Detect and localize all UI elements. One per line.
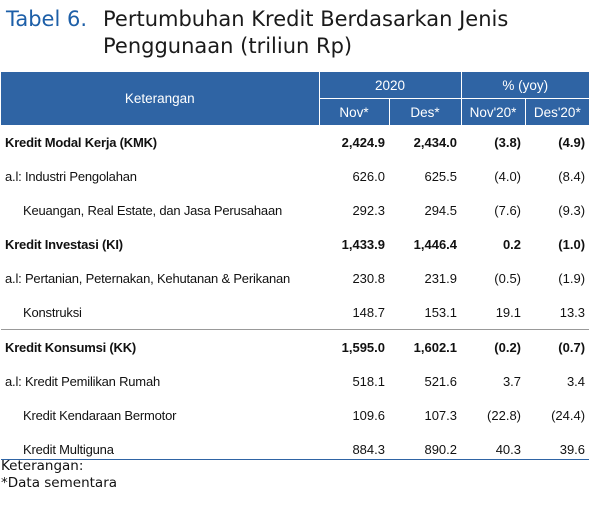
cell-des: 521.6 [424,373,458,389]
cell-des-yoy: (1.9) [558,270,586,286]
title-text-1: Pertumbuhan Kredit Berdasarkan Jenis [103,7,509,31]
cell-nov-yoy: 0.2 [502,236,522,252]
cell-des: 890.2 [424,441,458,457]
title-line-2: Penggunaan (triliun Rp) [6,33,586,60]
cell-nov-yoy: (0.2) [461,329,526,364]
table-row: Keuangan, Real Estate, dan Jasa Perusaha… [1,193,589,227]
cell-nov-yoy: 40.3 [495,441,522,457]
header-keterangan: Keterangan [1,72,320,125]
cell-nov-yoy: (7.6) [494,202,522,218]
title-line-1: Tabel 6. Pertumbuhan Kredit Berdasarkan J… [6,6,586,33]
cell-des-yoy: 39.6 [559,441,586,457]
table-row: Kredit Kendaraan Bermotor 109.6 107.3 (2… [1,398,589,432]
row-label: Keuangan, Real Estate, dan Jasa Perusaha… [23,202,283,218]
cell-nov-yoy: (4.0) [494,168,522,184]
row-label: Kredit Multiguna [23,441,114,457]
table-bottom-rule [1,459,589,460]
cell-des: 294.5 [424,202,458,218]
header-col-des: Des* [388,98,462,125]
cell-nov: 518.1 [352,373,385,389]
cell-nov-yoy: 19.1 [495,304,522,320]
header-col-nov: Nov* [319,98,389,125]
row-label: Konstruksi [23,304,82,320]
cell-des: 1,446.4 [413,236,458,252]
table-row: Kredit Investasi (KI) 1,433.9 1,446.4 0.… [1,227,589,261]
table-number: Tabel 6. [6,7,88,31]
table-row: Kredit Konsumsi (KK) 1,595.0 1,602.1 (0.… [1,329,590,364]
cell-nov: 109.6 [352,407,385,423]
cell-nov: 148.7 [352,304,385,320]
header-col-nov-yoy: Nov'20* [460,98,526,125]
header-group-yoy: % (yoy) [460,72,590,99]
table-row: Kredit Modal Kerja (KMK) 2,424.9 2,434.0… [1,125,589,159]
cell-des-yoy: (1.0) [558,236,586,252]
cell-des-yoy: (8.4) [558,168,586,184]
cell-des: 625.5 [424,168,458,184]
cell-nov: 230.8 [352,270,385,286]
cell-des-yoy: (9.3) [558,202,586,218]
row-label: a.l: Pertanian, Peternakan, Kehutanan & … [5,270,291,286]
cell-des-yoy: 13.3 [559,304,586,320]
credit-growth-table: Keterangan 2020 % (yoy) Nov* Des* Nov'20… [1,72,590,466]
cell-nov-yoy: (22.8) [487,407,522,423]
row-label: a.l: Industri Pengolahan [5,168,137,184]
cell-des-yoy: (24.4) [551,407,586,423]
cell-nov: 1,433.9 [341,236,385,252]
cell-des: 153.1 [424,304,458,320]
footnote-text: *Data sementara [1,475,118,491]
table-row: a.l: Kredit Pemilikan Rumah 518.1 521.6 … [1,364,589,398]
table-footnote: Keterangan: *Data sementara [1,458,117,492]
cell-nov: 292.3 [352,202,385,218]
row-label: Kredit Kendaraan Bermotor [23,407,177,423]
table-row: a.l: Pertanian, Peternakan, Kehutanan & … [1,261,589,295]
cell-nov-yoy: 3.7 [502,373,522,389]
cell-nov-yoy: (3.8) [494,134,522,150]
cell-des-yoy: 3.4 [566,373,586,389]
header-group-2020: 2020 [319,72,462,99]
cell-nov: 884.3 [352,441,385,457]
table-row: a.l: Industri Pengolahan 626.0 625.5 (4.… [1,159,589,193]
cell-des: 231.9 [424,270,458,286]
row-label: a.l: Kredit Pemilikan Rumah [5,373,160,389]
cell-nov-yoy: (0.5) [494,270,522,286]
cell-nov: 2,424.9 [341,134,385,150]
cell-nov: 626.0 [352,168,385,184]
row-label: Kredit Investasi (KI) [5,236,123,252]
table-row: Konstruksi 148.7 153.1 19.1 13.3 [1,295,589,330]
row-label: Kredit Modal Kerja (KMK) [5,134,157,150]
cell-des: 1,602.1 [389,329,462,364]
title-text-2: Penggunaan (triliun Rp) [103,34,353,58]
table-row: Kredit Multiguna 884.3 890.2 40.3 39.6 [1,432,589,466]
cell-nov: 1,595.0 [319,329,389,364]
row-label: Kredit Konsumsi (KK) [1,329,319,364]
cell-des: 2,434.0 [413,134,458,150]
footnote-title: Keterangan: [1,458,84,474]
table-title: Tabel 6. Pertumbuhan Kredit Berdasarkan J… [6,6,586,60]
cell-des-yoy: (0.7) [525,329,590,364]
cell-des: 107.3 [424,407,458,423]
cell-des-yoy: (4.9) [558,134,586,150]
header-col-des-yoy: Des'20* [524,98,590,125]
